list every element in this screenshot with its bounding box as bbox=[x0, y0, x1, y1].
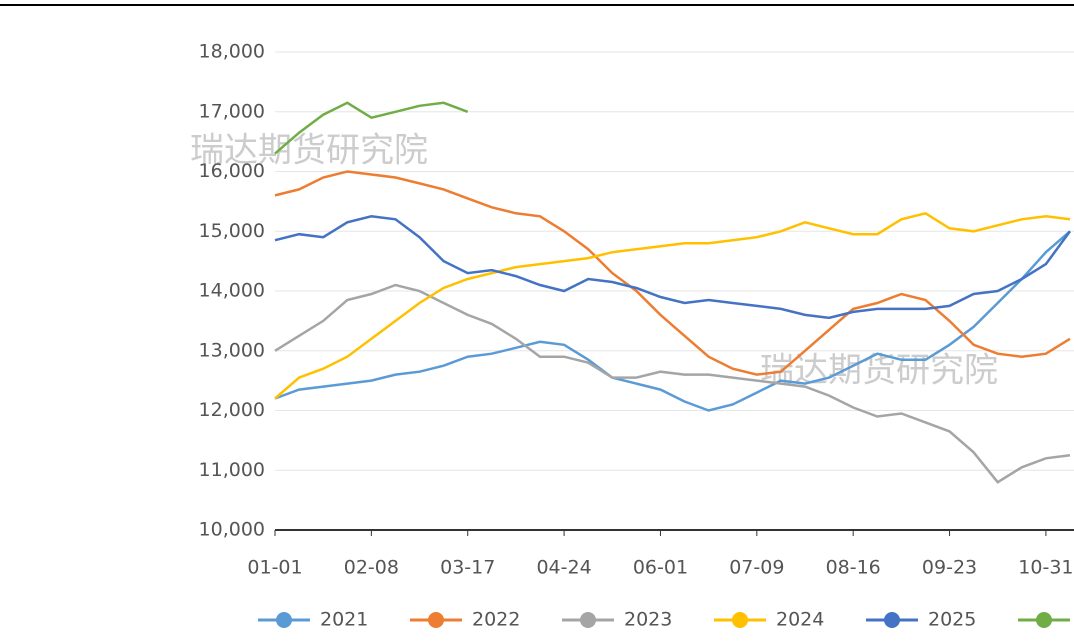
series-line bbox=[274, 283, 1071, 484]
x-tick-label: 09-23 bbox=[922, 557, 977, 579]
x-tick-label: 02-08 bbox=[344, 557, 399, 579]
legend-marker bbox=[428, 612, 444, 628]
y-tick-label: 16,000 bbox=[199, 160, 265, 182]
legend-label: 2022 bbox=[472, 609, 520, 631]
x-tick-label: 03-17 bbox=[440, 557, 495, 579]
legend-marker bbox=[732, 612, 748, 628]
x-tick-label: 07-09 bbox=[729, 557, 784, 579]
x-tick-label: 06-01 bbox=[633, 557, 688, 579]
y-tick-label: 18,000 bbox=[199, 41, 265, 63]
y-tick-label: 14,000 bbox=[199, 280, 265, 302]
y-tick-label: 13,000 bbox=[199, 339, 265, 361]
series-line bbox=[274, 211, 1071, 400]
watermark: 瑞达期货研究院 bbox=[190, 131, 428, 171]
x-tick-label: 10-31 bbox=[1018, 557, 1073, 579]
y-tick-label: 17,000 bbox=[199, 100, 265, 122]
y-tick-label: 11,000 bbox=[199, 459, 265, 481]
legend-marker bbox=[884, 612, 900, 628]
legend-label: 2023 bbox=[624, 609, 672, 631]
series-line bbox=[274, 101, 469, 155]
legend-label: 2025 bbox=[928, 609, 976, 631]
series-line bbox=[274, 230, 1071, 412]
series-line bbox=[274, 215, 1072, 320]
x-tick-label: 08-16 bbox=[826, 557, 881, 579]
legend-label: 2024 bbox=[776, 609, 824, 631]
series-line bbox=[274, 170, 1071, 376]
x-tick-label: 04-24 bbox=[536, 557, 591, 579]
legend-label: 2021 bbox=[320, 609, 368, 631]
legend-marker bbox=[276, 612, 292, 628]
y-tick-label: 10,000 bbox=[199, 519, 265, 541]
legend-marker bbox=[1036, 612, 1052, 628]
y-tick-label: 12,000 bbox=[199, 399, 265, 421]
legend-marker bbox=[580, 612, 596, 628]
x-tick-label: 01-01 bbox=[247, 557, 302, 579]
y-tick-label: 15,000 bbox=[199, 220, 265, 242]
